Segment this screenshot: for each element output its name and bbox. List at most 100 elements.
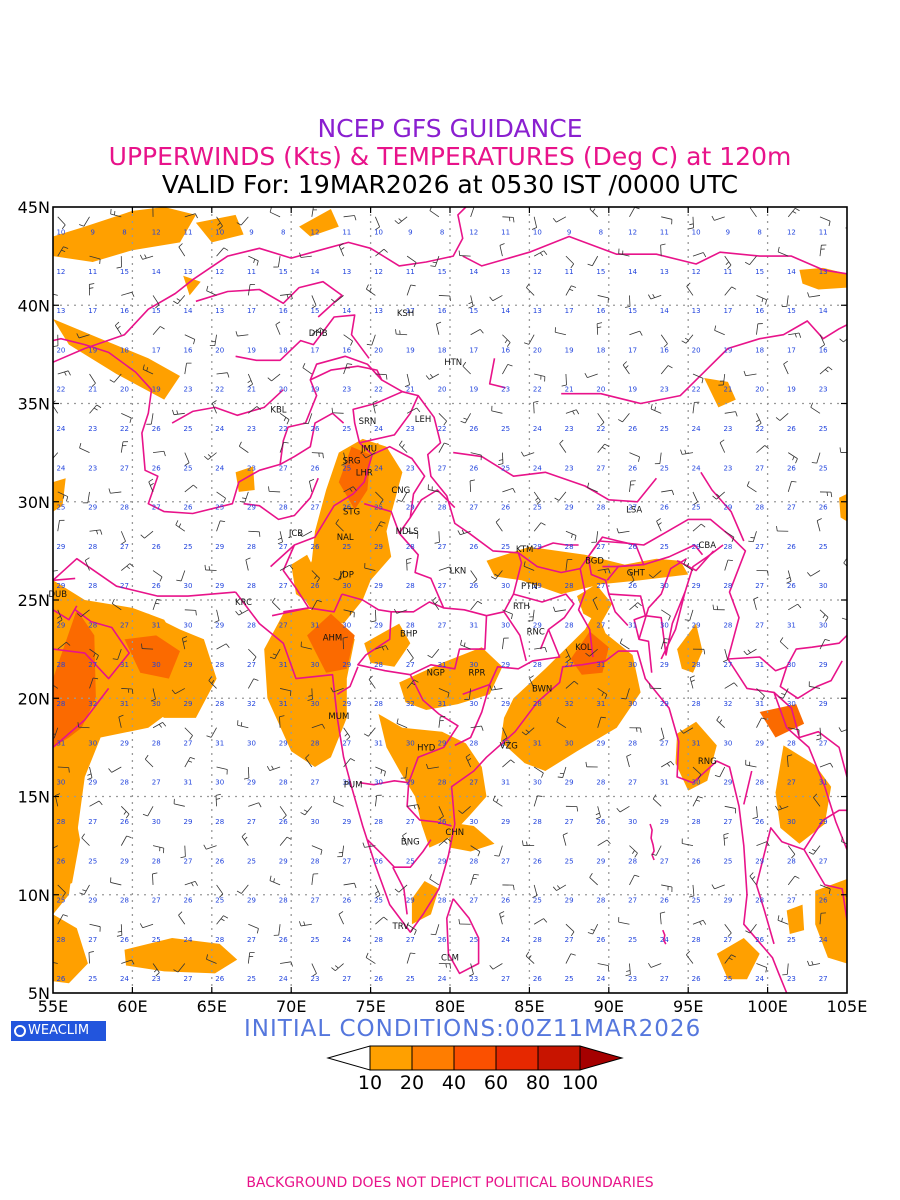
wind-barb-feather <box>417 804 420 810</box>
station-label: BHP <box>400 629 417 639</box>
temperature-value: 12 <box>215 268 224 276</box>
temperature-values: 10 9 8 12 11 10 9 8 12 11 10 9 8 12 11 10 9 8 12 11 10 9 8 12 11… <box>56 229 859 984</box>
wind-barb-feather <box>217 222 221 226</box>
wind-barb <box>809 295 821 298</box>
wind-barb-feather <box>385 374 388 380</box>
temperature-value: 31 <box>120 661 129 669</box>
wind-barb-feather <box>142 364 145 370</box>
wind-barb-feather <box>634 874 640 877</box>
temperature-value: 30 <box>787 700 796 708</box>
shade-core <box>570 631 609 675</box>
temperature-value: 26 <box>152 425 161 433</box>
temperature-value: 31 <box>692 739 701 747</box>
wind-barb <box>208 680 217 689</box>
temperature-value: 29 <box>501 661 510 669</box>
wind-barb <box>206 958 217 964</box>
wind-barb-feather <box>597 326 602 329</box>
wind-barb <box>280 293 292 296</box>
temperature-value: 9 <box>249 229 253 237</box>
wind-barb <box>492 799 503 807</box>
temperature-value: 30 <box>692 779 701 787</box>
islands-andaman <box>649 823 655 861</box>
wind-barb <box>502 487 513 493</box>
temperature-value: 16 <box>438 307 447 315</box>
wind-barb-feather <box>587 932 593 935</box>
wind-barb-feather <box>683 559 687 565</box>
wind-barb <box>269 880 281 886</box>
temperature-value: 24 <box>215 425 224 433</box>
station-label: NGP <box>427 669 445 679</box>
temperature-value: 26 <box>660 504 669 512</box>
wind-barb <box>152 570 163 578</box>
wind-barb-feather <box>96 404 102 408</box>
wind-barb <box>343 609 355 613</box>
wind-barb <box>589 208 598 218</box>
wind-barb-feather <box>504 339 508 344</box>
wind-barb <box>343 727 351 737</box>
wind-barb-feather <box>429 374 434 378</box>
state-boundary-deccan <box>359 674 459 786</box>
temperature-value: 26 <box>850 975 859 983</box>
wind-barb-feather <box>215 793 221 796</box>
wind-barb <box>756 806 758 818</box>
wind-barb <box>431 648 440 658</box>
wind-barb-feather <box>380 521 386 524</box>
lon-label: 75E <box>355 997 385 1016</box>
wind-barb-feather <box>702 920 707 925</box>
temperature-value: 30 <box>311 700 320 708</box>
wind-barb <box>79 447 90 453</box>
wind-barb <box>502 452 504 464</box>
temperature-value: 28 <box>56 661 65 669</box>
wind-barb-feather <box>861 526 864 530</box>
colorbar-label: 100 <box>561 1072 599 1094</box>
wind-barb <box>592 255 599 266</box>
wind-barb-feather <box>117 325 121 330</box>
boundary-border-main <box>53 337 847 850</box>
shade-area <box>704 378 736 408</box>
wind-barb-feather <box>841 836 843 842</box>
wind-barb-feather <box>314 575 318 579</box>
wind-barb-feather <box>159 576 163 582</box>
wind-barb <box>788 452 798 459</box>
wind-barb <box>819 913 822 925</box>
station-label: KOL <box>575 643 592 653</box>
wind-barb <box>843 562 847 567</box>
temperature-value: 26 <box>660 897 669 905</box>
temperature-value: 24 <box>501 936 510 944</box>
temperature-value: 26 <box>311 582 320 590</box>
wind-barb <box>749 255 757 265</box>
temperature-value: 17 <box>152 346 161 354</box>
wind-barb-feather <box>681 340 687 344</box>
wind-barb <box>528 334 535 345</box>
temperature-value: 23 <box>311 975 320 983</box>
wind-barb <box>533 402 535 414</box>
wind-barb <box>438 716 441 728</box>
wind-barb <box>722 373 726 385</box>
wind-barb <box>660 727 665 739</box>
temperature-value: 15 <box>787 307 796 315</box>
wind-barb-feather <box>839 338 844 343</box>
wind-barb-feather <box>375 894 381 899</box>
wind-barb-feather <box>750 537 755 539</box>
temperature-value: 27 <box>438 543 447 551</box>
wind-barb <box>852 649 863 651</box>
wind-barb-feather <box>523 342 529 345</box>
temperature-value: 29 <box>565 897 574 905</box>
temperature-value: 25 <box>501 425 510 433</box>
temperature-value: 11 <box>88 268 97 276</box>
wind-barb-feather <box>212 400 217 404</box>
wind-barb <box>650 963 662 968</box>
wind-barb <box>245 559 249 571</box>
wind-barb <box>682 843 694 847</box>
wind-barb <box>809 685 821 689</box>
wind-barb-feather <box>666 763 671 767</box>
wind-barb-feather <box>552 886 557 891</box>
wind-barb <box>341 845 345 857</box>
wind-barb <box>89 923 101 928</box>
wind-barb-feather <box>690 679 695 683</box>
wind-barb <box>406 648 414 659</box>
wind-barb-feather <box>601 692 604 697</box>
temperature-value: 29 <box>565 504 574 512</box>
station-label: VZG <box>500 741 518 751</box>
temperature-value: 28 <box>692 700 701 708</box>
